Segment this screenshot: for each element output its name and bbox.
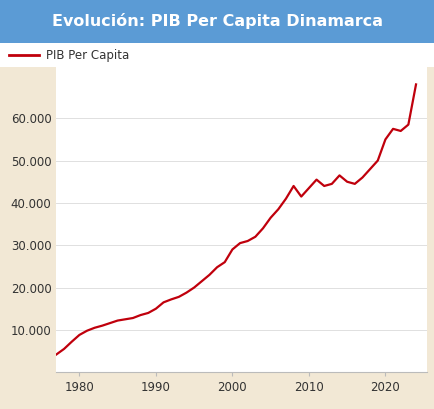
- Text: PIB Per Capita: PIB Per Capita: [46, 49, 129, 62]
- Text: Evolución: PIB Per Capita Dinamarca: Evolución: PIB Per Capita Dinamarca: [52, 13, 382, 29]
